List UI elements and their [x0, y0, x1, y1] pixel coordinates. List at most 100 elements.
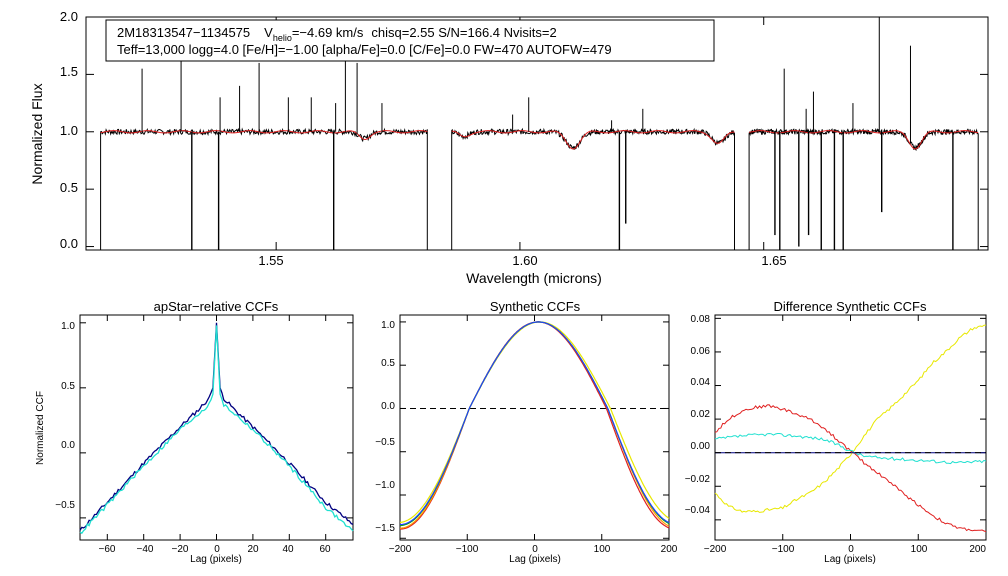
apstar-ccf-x-tick-label: 0: [214, 544, 220, 555]
synthetic-ccf-line-blue: [400, 321, 670, 526]
synthetic-ccf-axis-ticks: [399, 315, 670, 540]
difference-ccf-y-tick-label: 0.06: [691, 346, 711, 357]
difference-ccf-x-tick-label: −200: [704, 544, 727, 555]
apstar-ccf-x-tick-label: 20: [247, 544, 259, 555]
synthetic-ccf-x-axis-label: Lag (pixels): [509, 554, 561, 565]
difference-ccf-title: Difference Synthetic CCFs: [774, 299, 927, 314]
synthetic-ccf-line-red: [400, 321, 670, 530]
spectrum-y-tick-label: 1.5: [60, 64, 78, 79]
spectrum-x-tick-label: 1.60: [512, 253, 537, 268]
difference-ccf-x-tick-labels: −200 −100 0 100 200: [704, 544, 987, 555]
header-star-id: 2M18313547−1134575: [117, 25, 250, 40]
difference-ccf-panel: Difference Synthetic CCFs −200 −100 0 10…: [685, 299, 987, 565]
header-v-value: =−4.69 km/s: [292, 25, 364, 40]
spectrum-x-axis-label: Wavelength (microns): [466, 270, 602, 286]
synthetic-ccf-line-green: [400, 321, 670, 527]
synthetic-ccf-y-tick-labels: −1.5 −1.0 −0.5 0.0 0.5 1.0: [375, 320, 395, 534]
spectrum-y-tick-label: 1.0: [60, 123, 78, 138]
apstar-ccf-series-group: [79, 322, 354, 535]
spectrum-y-tick-label: 0.5: [60, 180, 78, 195]
spectrum-x-tick-label: 1.55: [258, 253, 283, 268]
synthetic-ccf-plot-frame: [399, 314, 670, 541]
spectrum-observed-line: [748, 127, 979, 250]
difference-ccf-line-yellow: [714, 324, 987, 513]
header-v-subscript: helio: [273, 33, 292, 43]
difference-ccf-y-tick-label: 0.00: [691, 441, 711, 452]
spectrum-y-tick-label: 2.0: [60, 9, 78, 24]
header-box-frame: [105, 19, 715, 62]
apstar-ccf-x-tick-label: −60: [99, 544, 116, 555]
apstar-ccf-y-tick-label: 0.5: [61, 381, 75, 392]
difference-ccf-y-tick-label: −0.02: [685, 474, 711, 485]
spectrum-plot-frame: [85, 16, 989, 251]
spectrum-panel: 1.55 1.60 1.65 0.0 0.5 1.0 1.5 2.0 Wavel…: [29, 9, 989, 286]
synthetic-ccf-x-tick-labels: −200 −100 0 100 200: [389, 544, 678, 555]
spectrum-series-group: [100, 17, 979, 250]
difference-ccf-y-tick-label: 0.02: [691, 409, 711, 420]
difference-ccf-plot-frame: [714, 314, 987, 541]
synthetic-ccf-x-tick-label: 200: [661, 544, 678, 555]
apstar-ccf-y-tick-label: −0.5: [55, 500, 75, 511]
spectrum-model-line: [100, 130, 428, 141]
header-chisq-sn-nvisits: chisq=2.55 S/N=166.4 Nvisits=2: [371, 25, 556, 40]
apstar-ccf-title: apStar−relative CCFs: [154, 299, 279, 314]
difference-ccf-x-tick-label: −100: [772, 544, 795, 555]
apstar-ccf-line-visit-2: [79, 325, 354, 535]
synthetic-ccf-x-tick-label: −200: [389, 544, 412, 555]
spectrum-model-line: [451, 130, 735, 150]
synthetic-ccf-x-tick-label: 0: [532, 544, 538, 555]
difference-ccf-x-tick-label: 200: [969, 544, 986, 555]
apstar-ccf-plot-frame: [79, 314, 354, 541]
apstar-ccf-x-tick-label: 60: [319, 544, 331, 555]
apstar-ccf-panel: apStar−relative CCFs −60 −40 −20 0 20 40…: [35, 299, 354, 565]
synthetic-ccf-series-group: [399, 321, 670, 530]
difference-ccf-line-red: [714, 404, 987, 533]
synthetic-ccf-x-tick-label: −100: [456, 544, 479, 555]
difference-ccf-axis-ticks: [714, 315, 987, 540]
spectrum-observed-line: [451, 127, 735, 250]
spectrum-x-tick-labels: 1.55 1.60 1.65: [258, 253, 786, 268]
difference-ccf-y-tick-labels: −0.04 −0.02 0.00 0.02 0.04 0.06 0.08: [685, 314, 711, 516]
apstar-ccf-x-tick-label: −20: [172, 544, 189, 555]
synthetic-ccf-y-tick-label: −0.5: [375, 437, 395, 448]
header-line-1: 2M18313547−1134575 Vhelio=−4.69 km/s chisq…: [117, 25, 557, 43]
synthetic-ccf-panel: Synthetic CCFs −200 −100 0 100 200 −1.5 …: [375, 299, 678, 565]
apstar-ccf-x-tick-labels: −60 −40 −20 0 20 40 60: [99, 544, 331, 555]
synthetic-ccf-y-tick-label: 0.0: [381, 401, 395, 412]
apstar-ccf-y-tick-label: 1.0: [61, 321, 75, 332]
difference-ccf-y-tick-label: −0.04: [685, 505, 711, 516]
difference-ccf-y-tick-label: 0.04: [691, 377, 711, 388]
difference-ccf-y-tick-label: 0.08: [691, 314, 711, 325]
synthetic-ccf-title: Synthetic CCFs: [490, 299, 581, 314]
spectrum-model-line: [749, 130, 979, 150]
spectrum-observed-line: [100, 127, 428, 250]
synthetic-ccf-y-tick-label: 0.5: [381, 358, 395, 369]
spectrum-y-tick-labels: 0.0 0.5 1.0 1.5 2.0: [60, 9, 78, 251]
apstar-ccf-x-tick-label: 40: [282, 544, 294, 555]
apstar-ccf-y-tick-label: 0.0: [61, 440, 75, 451]
synthetic-ccf-line-orange: [399, 321, 670, 529]
difference-ccf-x-tick-label: 0: [848, 544, 854, 555]
apstar-ccf-line-visit-1: [79, 322, 354, 531]
difference-ccf-line-cyan: [714, 432, 987, 465]
apstar-ccf-y-axis-label: Normalized CCF: [35, 391, 46, 465]
apstar-ccf-axis-ticks: [80, 315, 353, 540]
synthetic-ccf-y-tick-label: 1.0: [381, 320, 395, 331]
spectrum-y-tick-label: 0.0: [60, 236, 78, 251]
synthetic-ccf-line-yellow: [399, 321, 670, 523]
apstar-ccf-y-tick-labels: −0.5 0.0 0.5 1.0: [55, 321, 75, 511]
spectrum-y-axis-label: Normalized Flux: [29, 83, 45, 184]
header-info-box: 2M18313547−1134575 Vhelio=−4.69 km/s chisq…: [105, 19, 715, 62]
difference-ccf-x-tick-label: 100: [911, 544, 928, 555]
spectrum-x-tick-label: 1.65: [761, 253, 786, 268]
difference-ccf-x-axis-label: Lag (pixels): [824, 554, 876, 565]
apstar-ccf-x-axis-label: Lag (pixels): [190, 554, 242, 565]
synthetic-ccf-y-tick-label: −1.0: [375, 480, 395, 491]
header-line-2: Teff=13,000 logg=4.0 [Fe/H]=−1.00 [alpha…: [117, 42, 612, 57]
difference-ccf-series-group: [714, 324, 987, 533]
header-v-label: V: [264, 25, 273, 40]
synthetic-ccf-x-tick-label: 100: [594, 544, 611, 555]
synthetic-ccf-y-tick-label: −1.5: [375, 523, 395, 534]
apstar-ccf-x-tick-label: −40: [137, 544, 154, 555]
